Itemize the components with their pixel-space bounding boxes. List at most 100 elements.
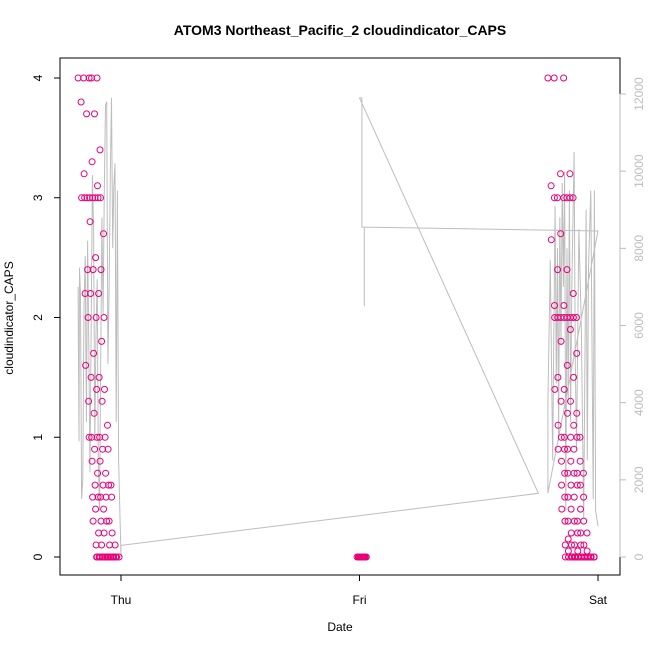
data-point [569, 194, 577, 202]
data-point [573, 481, 581, 489]
data-point [561, 469, 569, 477]
data-point [569, 290, 577, 297]
data-point [574, 529, 582, 537]
data-point [567, 505, 575, 513]
data-point [569, 314, 577, 321]
data-point [108, 493, 116, 501]
data-point [104, 421, 111, 429]
data-point [577, 505, 584, 513]
data-point [558, 505, 566, 513]
data-point [554, 266, 562, 274]
data-point [80, 170, 88, 178]
x-tick-label: Thu [111, 593, 132, 607]
data-point [95, 373, 103, 381]
y-left-tick-label: 1 [31, 434, 45, 441]
data-point [558, 481, 566, 489]
data-point [103, 517, 111, 525]
data-point [576, 481, 584, 489]
data-point [81, 194, 89, 202]
data-point [573, 409, 581, 417]
data-point [94, 182, 101, 190]
data-point [576, 457, 584, 465]
data-point [551, 314, 559, 321]
y-right-tick-label: 6000 [632, 312, 646, 339]
data-point [583, 529, 591, 537]
data-point [91, 110, 98, 118]
data-point [94, 493, 102, 501]
data-point [560, 302, 568, 309]
data-point [554, 421, 562, 429]
data-point [100, 230, 107, 238]
data-point [570, 493, 578, 501]
data-point [105, 481, 113, 489]
data-point [100, 314, 108, 321]
data-point [566, 170, 574, 178]
data-point [547, 182, 555, 190]
chart-title: ATOM3 Northeast_Pacific_2 cloudindicator… [174, 22, 506, 38]
data-point [89, 266, 97, 274]
data-point [557, 170, 564, 178]
data-point [93, 385, 101, 393]
data-point [83, 110, 91, 118]
data-point [572, 553, 579, 561]
y-left-tick-label: 4 [31, 74, 45, 81]
data-point [85, 433, 93, 441]
data-point [563, 361, 571, 369]
data-point [564, 535, 572, 543]
data-point [85, 397, 93, 405]
y-right-tick-label: 2000 [632, 466, 646, 493]
data-point [561, 517, 569, 525]
data-point [105, 517, 113, 525]
data-point [573, 314, 580, 321]
y-right-tick-label: 10000 [632, 154, 646, 188]
data-point [570, 445, 578, 453]
axes-layer: Thu Fri Sat 0 1 2 3 4 0 2000 4000 6000 8000 10000 1200… [31, 74, 646, 607]
data-point [568, 541, 575, 549]
secondary-series-line [77, 97, 599, 558]
data-point [579, 469, 587, 477]
data-point [92, 314, 100, 321]
data-point [77, 98, 85, 106]
y-axis-label: cloudindicator_CAPS [2, 261, 16, 374]
data-point [567, 457, 575, 465]
data-point [100, 529, 108, 537]
data-point [558, 457, 565, 465]
y-left-tick-label: 2 [31, 314, 45, 321]
data-point [577, 541, 585, 549]
data-point [547, 236, 555, 244]
data-point [576, 433, 584, 441]
data-point [98, 337, 106, 345]
y-left-tick-label: 0 [31, 553, 45, 560]
data-point [96, 146, 104, 154]
y-left-tick-label: 3 [31, 194, 45, 201]
data-point [105, 553, 113, 561]
data-point [573, 349, 581, 357]
data-point [86, 218, 94, 226]
data-point [560, 314, 568, 321]
data-point [93, 433, 101, 441]
x-tick-label: Fri [353, 593, 367, 607]
data-point [91, 481, 99, 489]
data-point [104, 445, 112, 453]
data-point [557, 433, 565, 441]
data-point [590, 553, 598, 561]
data-point [115, 553, 123, 561]
data-point [88, 457, 96, 465]
data-point [95, 290, 103, 297]
data-point [96, 457, 104, 465]
data-point [93, 74, 101, 82]
data-point [563, 409, 571, 417]
data-point [113, 553, 121, 561]
data-point [89, 517, 97, 525]
y-right-tick-label: 4000 [632, 389, 646, 416]
data-point [89, 194, 97, 202]
data-point [88, 158, 96, 166]
data-point [566, 194, 574, 202]
data-point [570, 469, 578, 477]
data-point [85, 74, 93, 82]
data-point [570, 421, 578, 429]
data-point [580, 517, 588, 525]
data-point [82, 361, 90, 369]
data-point [557, 337, 565, 345]
data-point [359, 553, 367, 561]
